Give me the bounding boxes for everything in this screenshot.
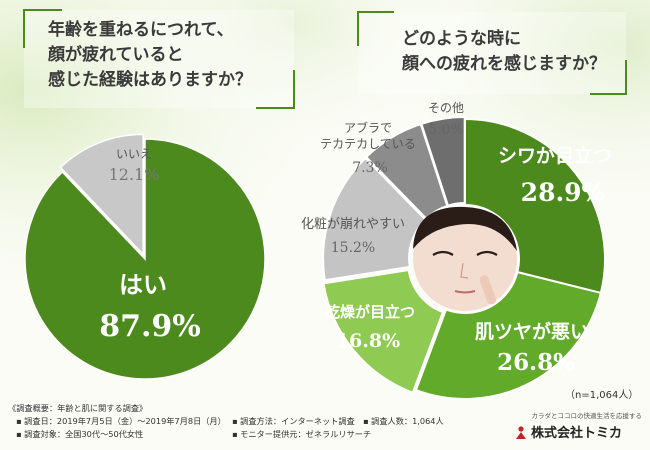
pie2-slice-3	[322, 156, 427, 282]
question-1-line: 年齢を重ねるにつれて、	[48, 20, 234, 40]
question-2-box	[357, 11, 627, 95]
footer-method: ▪ 調査方法：インターネット調査 ▪ 調査人数：1,064人	[232, 416, 444, 426]
pie2-label-5: その他	[428, 101, 464, 115]
face-finger	[479, 275, 497, 305]
pie2-slice-0	[464, 117, 606, 295]
question-1-box	[23, 9, 295, 109]
question-2-text: どのような時に 顔への疲れを感じますか？	[402, 27, 606, 77]
sample-size: （n=1,064人）	[565, 390, 639, 401]
footer-date-text: 調査日：2019年7月5日（金）～2019年7月8日（月）	[24, 416, 226, 426]
pie2-slice-1	[414, 270, 603, 400]
footer-date: ▪ 調査日：2019年7月5日（金）～2019年7月8日（月）	[16, 416, 226, 426]
pie2-label-2: 乾燥が目立つ	[325, 303, 415, 321]
pie2-value-5: 5.0%	[428, 122, 464, 138]
face-hair	[413, 206, 517, 251]
pie1-slice-1	[59, 133, 144, 257]
footer-provider: ▪ モニター提供元：ゼネラルリサーチ	[232, 429, 372, 439]
question-1-text: 年齢を重ねるにつれて、 顔が疲れていると 感じた経験はありますか？	[48, 18, 252, 93]
pie2-slice-2	[322, 268, 445, 394]
pie2-label-1: 肌ツヤが悪い	[475, 320, 589, 343]
pie1-value-0: 87.9%	[99, 309, 201, 344]
face-illustration	[413, 206, 517, 311]
footer-target: ▪ 調査対象：全国30代～50代女性	[16, 429, 144, 439]
brand-name: 株式会社トミカ	[531, 426, 623, 441]
footer-provider-text: モニター提供元：ゼネラルリサーチ	[240, 429, 372, 439]
pie1-slice-0	[24, 138, 266, 380]
face-nose	[460, 262, 469, 279]
pie2-label-4b: テカテカしている	[320, 137, 416, 151]
pie2-value-0: 28.9%	[521, 178, 606, 207]
pie2-slice-5	[420, 116, 466, 207]
brand-tagline: カラダとココロの快適生活を応援する	[531, 412, 643, 420]
footer-target-text: 調査対象：全国30代～50代女性	[24, 429, 144, 439]
pie2-value-3: 15.2%	[331, 240, 375, 256]
pie1-label-1: いいえ	[116, 147, 152, 161]
pie2-value-4: 7.3%	[352, 160, 388, 176]
footer-title: 《調査概要：年齢と肌に関する調査》	[8, 403, 148, 413]
footer-method-text: 調査方法：インターネット調査	[240, 416, 355, 426]
question-2-line: 顔への疲れを感じますか？	[402, 54, 606, 74]
pie2-label-4a: アブラで	[344, 120, 392, 135]
question-1-line: 感じた経験はありますか？	[48, 70, 252, 90]
question-1-line: 顔が疲れていると	[48, 45, 184, 65]
question-2-line: どのような時に	[402, 29, 521, 49]
brand: 株式会社トミカ	[515, 422, 622, 441]
pie2-label-0: シワが目立つ	[498, 144, 612, 167]
brand-logo-icon	[516, 426, 526, 439]
pie2-value-2: 16.8%	[336, 330, 400, 352]
footer-count-text: 調査人数：1,064人	[371, 416, 444, 426]
survey-footer: 《調査概要：年齢と肌に関する調査》 ▪ 調査日：2019年7月5日（金）～201…	[8, 402, 478, 441]
pie1-value-1: 12.1%	[109, 165, 160, 184]
face-eye-left	[432, 250, 454, 256]
face-eye-right	[476, 250, 498, 256]
pie1-label-0: はい	[119, 270, 167, 299]
face-mouth	[454, 290, 476, 294]
pie2-label-3: 化粧が崩れやすい	[301, 217, 405, 232]
pie2-value-1: 26.8%	[497, 349, 575, 376]
face-skin	[413, 207, 517, 311]
